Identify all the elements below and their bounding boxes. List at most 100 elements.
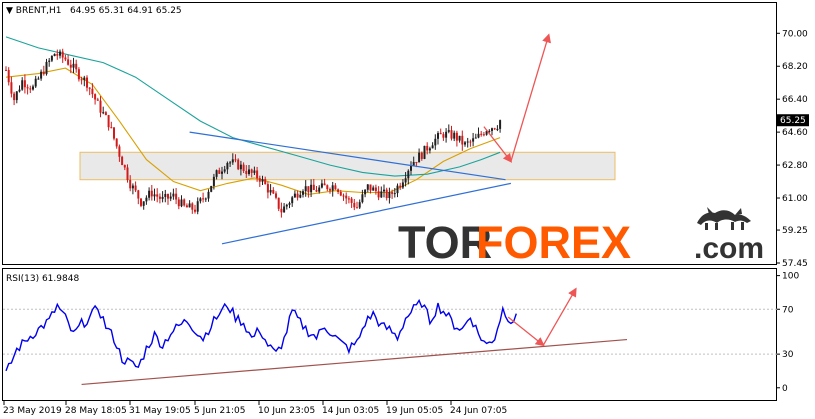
rsi-panel <box>2 268 777 401</box>
ma-slow-line <box>5 36 501 177</box>
candle-body <box>280 208 283 213</box>
candle-body <box>347 198 350 200</box>
time-tick-label: 10 Jun 23:05 <box>258 406 315 416</box>
candle-body <box>56 53 59 56</box>
candle-body <box>18 89 21 92</box>
rsi-forecast-arrow-up <box>542 287 577 346</box>
candle-body <box>326 185 329 190</box>
candle-body <box>450 130 453 139</box>
rsi-axis: 100 70 30 0 <box>777 272 799 394</box>
candle-body <box>485 131 488 135</box>
candle-body <box>415 161 418 163</box>
rsi-tick-label: 0 <box>782 384 788 394</box>
candle-body <box>385 189 388 199</box>
candle-body <box>350 198 353 203</box>
candle-body <box>407 170 410 179</box>
time-tick-label: 31 May 19:05 <box>129 406 191 416</box>
candle-body <box>172 193 175 197</box>
candle-body <box>50 56 53 61</box>
candle-body <box>329 189 331 191</box>
candle-body <box>248 169 250 174</box>
candle-body <box>477 133 480 138</box>
candle-body <box>261 179 264 182</box>
resistance-trend-line <box>189 131 506 181</box>
candle-body <box>304 186 307 192</box>
candle-body <box>59 51 61 56</box>
time-tick-label: 24 Jun 07:05 <box>450 406 507 416</box>
candle-body <box>275 193 277 198</box>
candle-body <box>499 120 502 129</box>
candle-body <box>229 162 232 164</box>
candle-body <box>161 196 164 199</box>
price-tick-label: 62.80 <box>782 161 808 171</box>
candle-body <box>285 204 288 207</box>
price-tick-label: 68.20 <box>782 62 808 72</box>
candle-body <box>482 134 485 136</box>
candle-body <box>434 138 437 146</box>
rsi-tick-label: 30 <box>782 350 794 360</box>
candle-body <box>250 169 253 173</box>
candle-body <box>323 183 326 186</box>
candle-body <box>356 207 358 209</box>
candle-body <box>61 51 64 58</box>
candle-body <box>42 71 45 75</box>
candle-body <box>104 112 107 116</box>
candle-body <box>464 142 466 145</box>
candle-body <box>188 203 191 208</box>
candle-body <box>423 145 426 159</box>
candle-body <box>256 170 259 179</box>
candle-body <box>437 133 439 139</box>
candle-body <box>158 196 161 199</box>
candle-body <box>177 199 180 207</box>
candle-body <box>396 185 399 194</box>
candle-body <box>253 170 256 173</box>
brand-text-forex: FOREX <box>476 217 631 268</box>
candle-body <box>491 128 493 131</box>
candle-body <box>458 135 461 141</box>
candle-body <box>21 80 24 90</box>
candle-body <box>75 63 78 70</box>
candle-body <box>221 171 223 174</box>
candle-body <box>5 69 7 71</box>
candle-body <box>77 69 80 80</box>
candle-body <box>318 187 321 192</box>
candle-body <box>418 152 421 163</box>
candle-body <box>345 195 348 199</box>
candle-body <box>150 190 153 197</box>
candle-body <box>134 185 137 191</box>
candle-body <box>86 77 88 88</box>
candle-body <box>439 133 442 135</box>
candle-body <box>226 162 229 170</box>
support-zone <box>79 151 616 181</box>
candle-body <box>461 135 464 145</box>
candle-body <box>469 141 472 143</box>
candle-body <box>210 185 213 192</box>
support-trend-line <box>221 182 512 245</box>
candle-body <box>447 130 450 132</box>
ohlc-values: 64.95 65.31 64.91 65.25 <box>70 6 182 16</box>
candle-body <box>34 78 37 87</box>
candle-body <box>202 198 205 200</box>
candle-body <box>110 127 113 129</box>
candle-body <box>420 152 423 159</box>
rsi-label: RSI(13) 61.9848 <box>6 274 79 284</box>
candle-body <box>169 196 172 199</box>
brand-text-tor: TOR <box>398 217 492 268</box>
candle-body <box>258 178 261 182</box>
candle-body <box>237 159 240 170</box>
candle-body <box>428 148 431 151</box>
candle-body <box>277 197 280 209</box>
candle-body <box>199 198 202 202</box>
candle-body <box>115 138 118 147</box>
time-tick-label: 14 Jun 03:05 <box>322 406 379 416</box>
candle-body <box>80 79 83 81</box>
candle-body <box>366 184 369 190</box>
candle-body <box>29 88 32 90</box>
price-tick-label: 70.00 <box>782 29 808 39</box>
candle-body <box>185 205 188 208</box>
candle-body <box>118 146 121 157</box>
candle-body <box>113 127 115 139</box>
candle-body <box>264 179 267 185</box>
candle-body <box>156 194 159 197</box>
rsi-panel-frame <box>2 268 777 401</box>
